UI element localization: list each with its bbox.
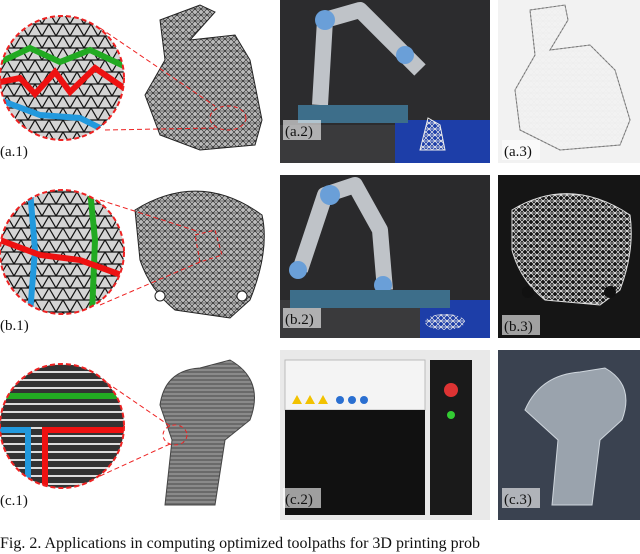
- panel-label: (c.2): [285, 492, 313, 508]
- panel-c1: (c.1): [0, 359, 255, 509]
- panel-a2: (a.2): [280, 0, 490, 163]
- panel-c2: (c.2): [280, 350, 490, 520]
- panel-label: (c.1): [0, 493, 28, 509]
- panel-label: (a.2): [285, 124, 313, 140]
- panel-b1: (b.1): [0, 189, 265, 334]
- panel-label: (b.1): [0, 318, 29, 334]
- panel-label: (a.3): [504, 144, 532, 160]
- panel-b2: (b.2): [280, 175, 490, 338]
- panel-a1: (a.1): [0, 4, 263, 160]
- caption: Fig. 2. Applications in computing optimi…: [0, 535, 480, 552]
- panel-c3: (c.3): [498, 350, 640, 520]
- panel-a3: (a.3): [498, 0, 640, 163]
- panel-label: (b.2): [285, 312, 314, 328]
- panel-label: (b.3): [504, 319, 533, 335]
- panel-label: (a.1): [0, 144, 28, 160]
- panel-b3: (b.3): [498, 175, 640, 338]
- panel-label: (c.3): [504, 492, 532, 508]
